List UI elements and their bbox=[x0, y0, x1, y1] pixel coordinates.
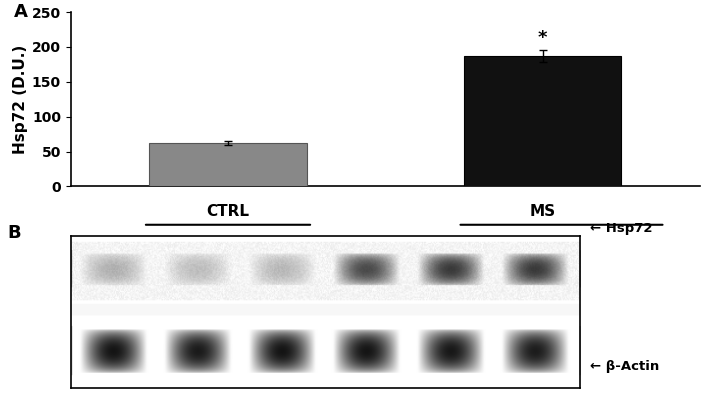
Text: ← Hsp72: ← Hsp72 bbox=[590, 222, 653, 235]
Text: CTRL: CTRL bbox=[206, 204, 250, 219]
Bar bbox=[149, 143, 307, 186]
Text: *: * bbox=[538, 29, 547, 47]
Text: ← β-Actin: ← β-Actin bbox=[590, 360, 660, 373]
Bar bbox=[464, 56, 621, 186]
Y-axis label: Hsp72 (D.U.): Hsp72 (D.U.) bbox=[13, 44, 28, 154]
Text: B: B bbox=[7, 224, 21, 242]
Text: A: A bbox=[14, 3, 28, 21]
Text: MS: MS bbox=[530, 204, 556, 219]
